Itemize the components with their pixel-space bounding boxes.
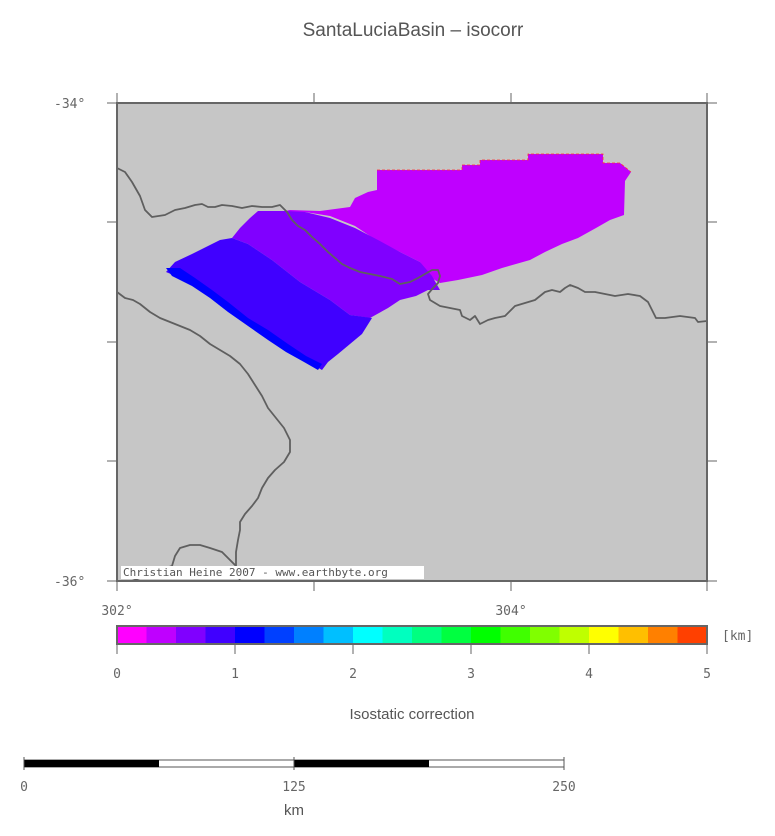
colorbar-cell: [530, 627, 560, 643]
scale-tick-250: 250: [552, 780, 575, 795]
colorbar-unit: [km]: [722, 629, 753, 644]
credit-text: Christian Heine 2007 - www.earthbyte.org: [123, 566, 388, 579]
scale-unit: km: [284, 802, 304, 819]
colorbar-cell: [264, 627, 295, 643]
colorbar-tick-label: 2: [349, 667, 357, 682]
scale-tick-0: 0: [20, 780, 28, 795]
colorbar-cell: [146, 627, 177, 643]
colorbar-cell: [648, 627, 678, 643]
basin-zone-indigo: [166, 238, 372, 370]
coastline-layer: [116, 167, 708, 582]
basin-layer: [166, 153, 632, 370]
colorbar-cell: [412, 627, 442, 643]
lon-label-304: 304°: [495, 604, 526, 619]
scale-bar: 0 125 250 km: [20, 757, 576, 819]
colorbar-ticks: 0 1 2 3 4 5: [113, 645, 711, 682]
map-title: SantaLuciaBasin – isocorr: [303, 20, 524, 41]
colorbar-tick-label: 4: [585, 667, 593, 682]
colorbar-frame: [116, 625, 708, 645]
colorbar: [km] 0 1 2 3 4 5 Isostatic correction: [113, 625, 753, 723]
colorbar-label: Isostatic correction: [349, 706, 474, 723]
colorbar-tick-label: 0: [113, 667, 121, 682]
colorbar-cell: [677, 627, 708, 643]
colorbar-cell: [323, 627, 354, 643]
basin-zone-magenta: [280, 154, 631, 283]
lat-label-36: -36°: [54, 575, 85, 590]
colorbar-cell: [176, 627, 206, 643]
colorbar-cell: [205, 627, 236, 643]
basin-boundary: [377, 153, 632, 173]
colorbar-cell: [117, 627, 147, 643]
scale-segment-3: [294, 760, 429, 767]
colorbar-cell: [618, 627, 649, 643]
credit-box: [121, 566, 424, 579]
colorbar-cell: [471, 627, 501, 643]
colorbar-cell: [235, 627, 265, 643]
scale-tick-125: 125: [282, 780, 305, 795]
colorbar-cell: [589, 627, 619, 643]
coastline-south: [427, 284, 708, 325]
lon-label-302: 302°: [101, 604, 132, 619]
colorbar-tick-label: 3: [467, 667, 475, 682]
colorbar-tick-label: 1: [231, 667, 239, 682]
colorbar-cell: [353, 627, 383, 643]
colorbar-cell: [441, 627, 472, 643]
map-panel: -34° -36° 302° 304° Christian Heine 2007…: [54, 93, 717, 619]
basin-zone-blue: [166, 268, 322, 370]
colorbar-tick-label: 5: [703, 667, 711, 682]
lat-label-34: -34°: [54, 97, 85, 112]
coastline-north: [116, 167, 441, 289]
river-uruguay: [116, 291, 291, 582]
colorbar-cells: [117, 627, 708, 643]
colorbar-cell: [294, 627, 324, 643]
scale-segment-1: [24, 760, 159, 767]
colorbar-cell: [500, 627, 531, 643]
map-ticks: [107, 93, 717, 591]
colorbar-cell: [382, 627, 413, 643]
basin-zone-violet: [232, 211, 440, 318]
colorbar-cell: [559, 627, 590, 643]
